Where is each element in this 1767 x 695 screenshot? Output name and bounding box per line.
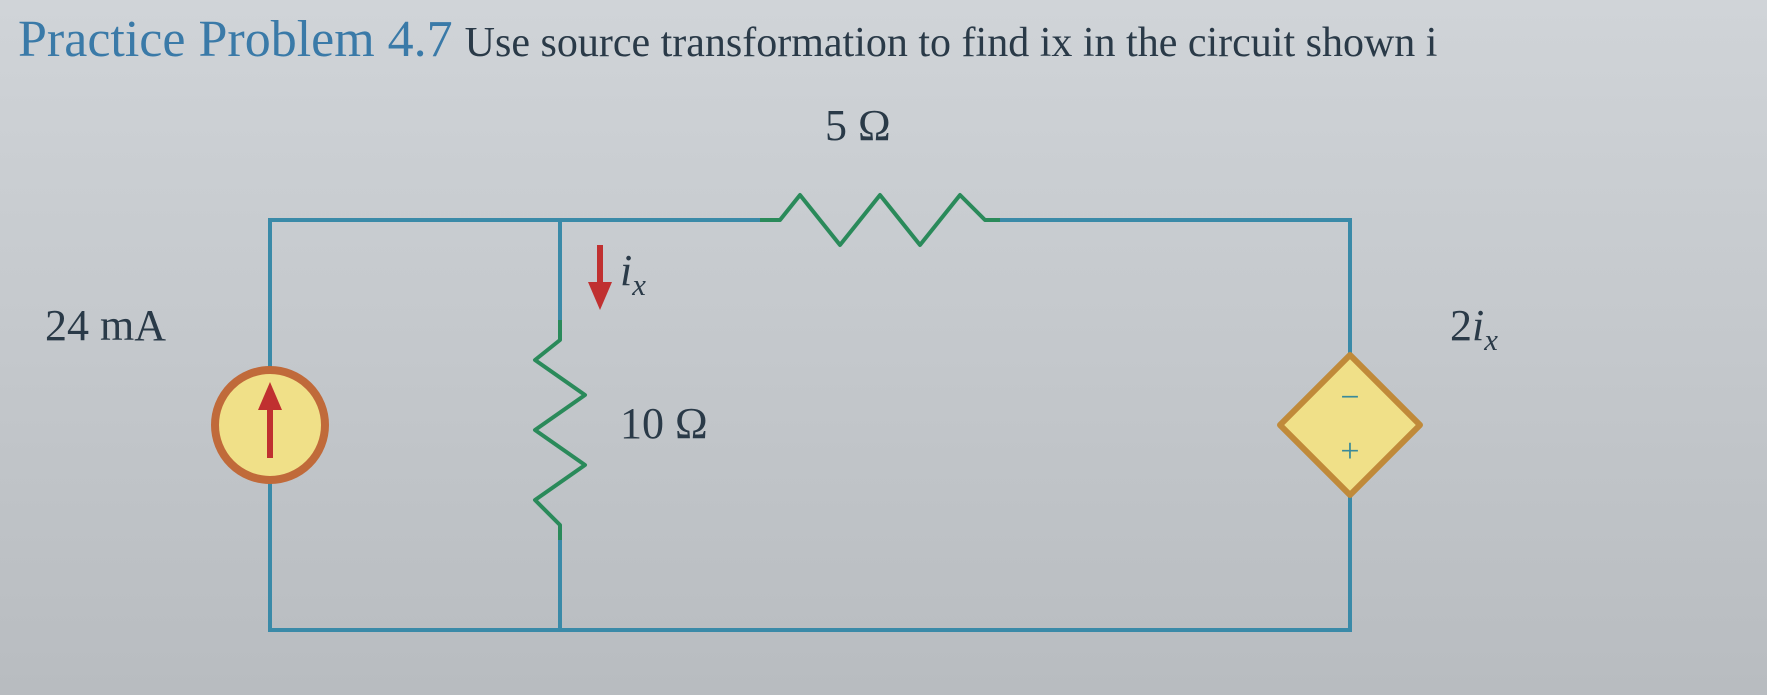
r5-label: 5 Ω bbox=[825, 100, 891, 151]
resistor-10ohm bbox=[535, 320, 585, 540]
resistor-5ohm bbox=[760, 195, 1000, 245]
dependent-voltage-source: − + bbox=[1280, 355, 1420, 495]
problem-title: Practice Problem 4.7 Use source transfor… bbox=[18, 10, 1437, 69]
title-instruction: Use source transformation to find ix in … bbox=[465, 20, 1438, 66]
current-source bbox=[215, 370, 325, 480]
circuit-svg: − + bbox=[0, 110, 1767, 695]
svg-text:−: − bbox=[1340, 379, 1359, 416]
svg-text:+: + bbox=[1340, 433, 1359, 470]
circuit-diagram: − + 24 mA 5 Ω ix 10 Ω 2ix bbox=[0, 110, 1767, 695]
dep-source-label: 2ix bbox=[1450, 300, 1498, 358]
current-source-label: 24 mA bbox=[45, 300, 166, 351]
r10-label: 10 Ω bbox=[620, 398, 708, 449]
ix-current-arrow bbox=[588, 245, 612, 310]
ix-label: ix bbox=[620, 245, 646, 303]
title-prefix: Practice Problem 4.7 bbox=[18, 11, 453, 68]
